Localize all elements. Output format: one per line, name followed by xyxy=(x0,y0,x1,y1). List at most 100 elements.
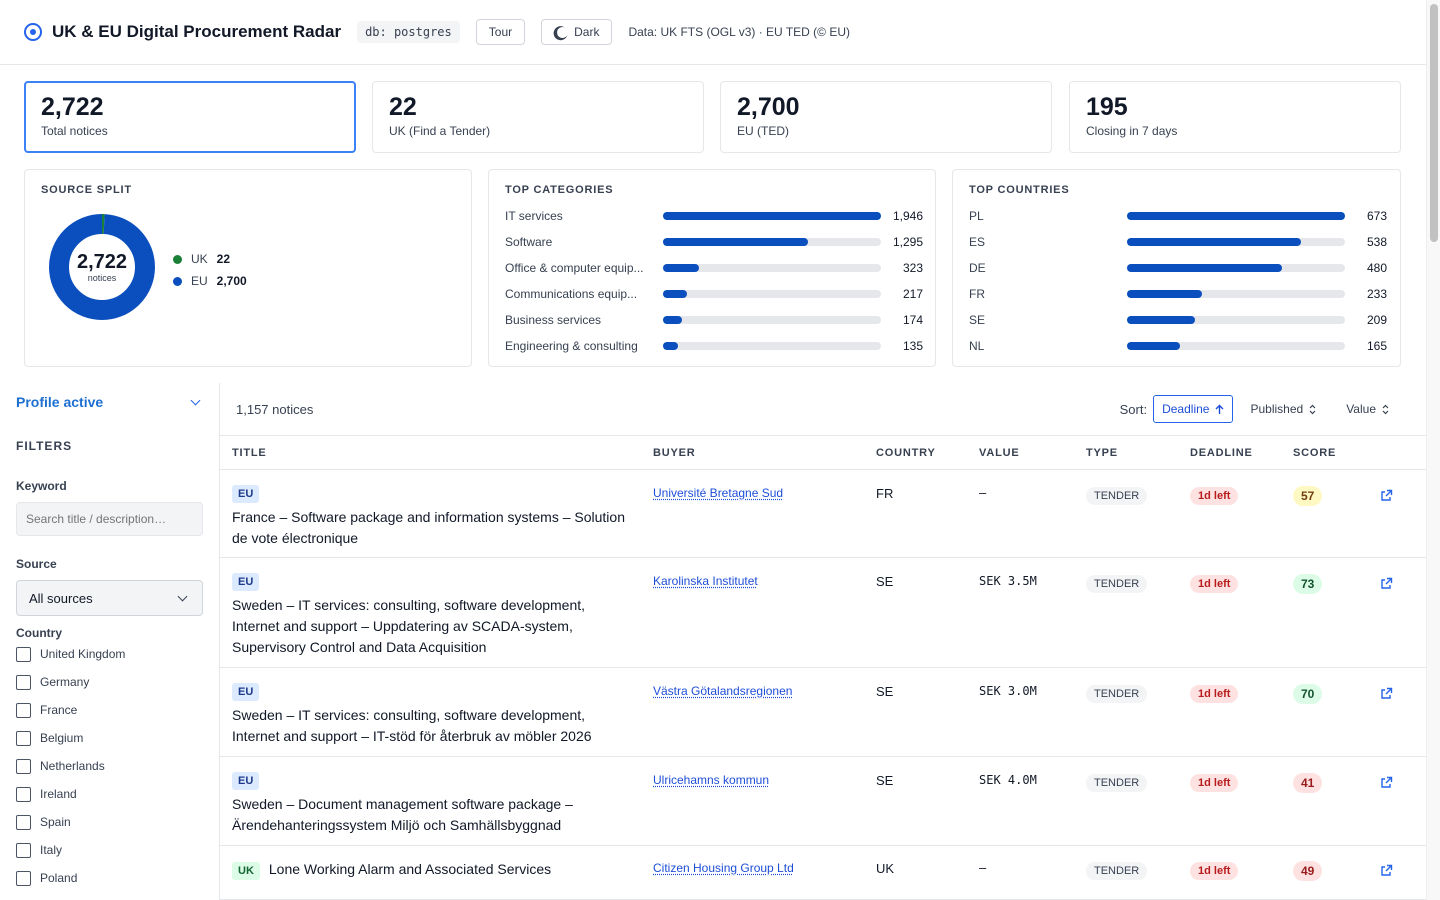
notice-title[interactable]: France – Software package and informatio… xyxy=(232,509,625,546)
country-option-label: Ireland xyxy=(40,787,77,801)
buyer-link[interactable]: Karolinska Institutet xyxy=(653,574,758,588)
bar-row[interactable]: Software 1,295 xyxy=(505,233,925,251)
checkbox[interactable] xyxy=(16,786,31,802)
bar-track xyxy=(663,238,881,246)
bar-row[interactable]: IT services 1,946 xyxy=(505,207,925,225)
bar-label: Office & computer equip... xyxy=(505,261,644,275)
country-option-netherlands[interactable]: Netherlands xyxy=(16,752,203,780)
external-link-icon[interactable] xyxy=(1380,577,1393,590)
column-header-title[interactable]: TITLE xyxy=(232,447,267,459)
contract-value: — xyxy=(979,861,987,875)
country-option-label: United Kingdom xyxy=(40,647,126,661)
country-option-france[interactable]: France xyxy=(16,696,203,724)
checkbox[interactable] xyxy=(16,758,31,774)
checkbox[interactable] xyxy=(16,702,31,718)
table-row[interactable]: EU Sweden – IT services: consulting, soft… xyxy=(220,558,1426,668)
tour-button[interactable]: Tour xyxy=(475,19,526,45)
notice-title[interactable]: Lone Working Alarm and Associated Servic… xyxy=(268,861,552,877)
bar-row[interactable]: Engineering & consulting 135 xyxy=(505,337,925,355)
table-row[interactable]: EU Sweden – IT services: consulting, soft… xyxy=(220,668,1426,757)
notice-title[interactable]: Sweden – IT services: consulting, softwa… xyxy=(232,597,586,655)
country-option-germany[interactable]: Germany xyxy=(16,668,203,696)
stat-label: Closing in 7 days xyxy=(1086,124,1178,138)
bar-row[interactable]: Communications equip... 217 xyxy=(505,285,925,303)
bar-fill xyxy=(663,316,683,324)
bar-fill xyxy=(1127,342,1181,350)
app-title: UK & EU Digital Procurement Radar xyxy=(52,22,342,41)
country-checkbox-list: United Kingdom Germany France Belgium Nether… xyxy=(16,640,203,892)
stat-card-total[interactable]: 2,722 Total notices xyxy=(24,81,356,153)
source-selected: All sources xyxy=(29,590,93,606)
stat-card-uk[interactable]: 22 UK (Find a Tender) xyxy=(372,81,704,153)
country-option-poland[interactable]: Poland xyxy=(16,864,203,892)
bar-row[interactable]: Business services 174 xyxy=(505,311,925,329)
bar-row[interactable]: SE 209 xyxy=(969,311,1389,329)
title-cell: EU Sweden – Document management software … xyxy=(232,771,632,836)
column-header-value[interactable]: VALUE xyxy=(979,447,1020,459)
bar-fill xyxy=(1127,316,1195,324)
column-header-deadline[interactable]: DEADLINE xyxy=(1190,447,1253,459)
country-option-spain[interactable]: Spain xyxy=(16,808,203,836)
dark-mode-button[interactable]: Dark xyxy=(541,19,613,45)
source-select[interactable]: All sources xyxy=(16,580,203,616)
country-option-belgium[interactable]: Belgium xyxy=(16,724,203,752)
column-header-type[interactable]: TYPE xyxy=(1086,447,1118,459)
stat-card-eu[interactable]: 2,700 EU (TED) xyxy=(720,81,1052,153)
country-option-italy[interactable]: Italy xyxy=(16,836,203,864)
buyer-link[interactable]: Västra Götalandsregionen xyxy=(653,684,793,698)
bar-row[interactable]: NL 165 xyxy=(969,337,1389,355)
country-option-label: Italy xyxy=(40,843,63,857)
table-row[interactable]: EU Sweden – Document management software … xyxy=(220,757,1426,846)
checkbox[interactable] xyxy=(16,814,31,830)
table-row[interactable]: UK Lone Working Alarm and Associated Serv… xyxy=(220,846,1426,900)
checkbox[interactable] xyxy=(16,842,31,858)
bar-fill xyxy=(663,212,881,220)
stat-card-closing[interactable]: 195 Closing in 7 days xyxy=(1069,81,1401,153)
bar-row[interactable]: ES 538 xyxy=(969,233,1389,251)
table-row[interactable]: EU France – Software package and informat… xyxy=(220,470,1426,558)
scrollbar-thumb[interactable] xyxy=(1430,4,1438,242)
bar-row[interactable]: FR 233 xyxy=(969,285,1389,303)
sort-deadline-button[interactable]: Deadline xyxy=(1153,395,1234,423)
checkbox[interactable] xyxy=(16,646,31,662)
external-link-icon[interactable] xyxy=(1380,776,1393,789)
column-header-country[interactable]: COUNTRY xyxy=(876,447,936,459)
checkbox[interactable] xyxy=(16,674,31,690)
source-badge: EU xyxy=(232,573,260,591)
title-cell: UK Lone Working Alarm and Associated Serv… xyxy=(232,859,632,880)
score-badge: 57 xyxy=(1293,486,1323,506)
sort-option-label: Deadline xyxy=(1162,402,1210,416)
bar-row[interactable]: PL 673 xyxy=(969,207,1389,225)
sort-value-button[interactable]: Value xyxy=(1337,395,1398,423)
score-badge: 49 xyxy=(1293,861,1323,881)
column-header-buyer[interactable]: BUYER xyxy=(653,447,696,459)
checkbox[interactable] xyxy=(16,870,31,886)
checkbox[interactable] xyxy=(16,730,31,746)
bar-row[interactable]: Office & computer equip... 323 xyxy=(505,259,925,277)
external-link-icon[interactable] xyxy=(1380,864,1393,877)
source-badge: UK xyxy=(232,862,260,880)
buyer-link[interactable]: Citizen Housing Group Ltd xyxy=(653,861,794,875)
column-header-score[interactable]: SCORE xyxy=(1293,447,1337,459)
notice-title[interactable]: Sweden – Document management software pa… xyxy=(232,796,573,833)
sort-published-button[interactable]: Published xyxy=(1241,395,1325,423)
page-scrollbar[interactable] xyxy=(1426,0,1440,900)
type-badge: TENDER xyxy=(1086,487,1148,505)
external-link-icon[interactable] xyxy=(1380,687,1393,700)
bar-track xyxy=(1127,316,1345,324)
keyword-search-input[interactable] xyxy=(16,502,203,536)
donut-legend: UK 22 EU 2,700 xyxy=(173,248,247,292)
country-option-united-kingdom[interactable]: United Kingdom xyxy=(16,640,203,668)
stat-value: 22 xyxy=(389,93,417,121)
notice-title[interactable]: Sweden – IT services: consulting, softwa… xyxy=(232,707,592,744)
buyer-link[interactable]: Université Bretagne Sud xyxy=(653,486,784,500)
bar-row[interactable]: DE 480 xyxy=(969,259,1389,277)
external-link-icon[interactable] xyxy=(1380,489,1393,502)
profile-toggle[interactable]: Profile active xyxy=(16,383,203,421)
legend-name: UK xyxy=(191,252,208,266)
buyer-link[interactable]: Ulricehamns kommun xyxy=(653,773,770,787)
contract-value: — xyxy=(979,486,987,500)
country-option-ireland[interactable]: Ireland xyxy=(16,780,203,808)
deadline-badge: 1d left xyxy=(1190,862,1239,880)
bar-label: ES xyxy=(969,235,986,249)
